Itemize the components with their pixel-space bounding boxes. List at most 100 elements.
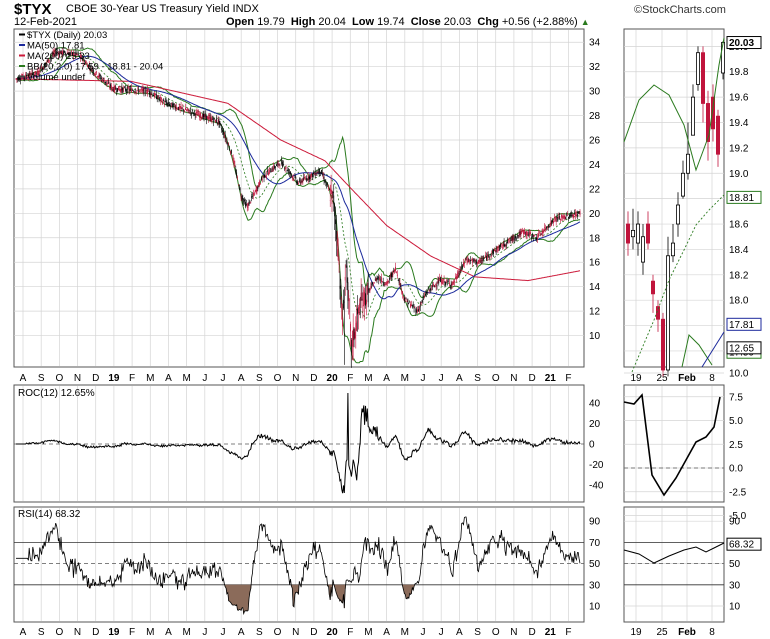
zoom-roc-tick-label: -2.5 [729,487,747,498]
candle-body [140,89,141,91]
candle-body [448,281,449,283]
candle-body [283,164,284,166]
rsi-value-marker-box [726,537,762,551]
candle-body [499,245,501,251]
candle-body [443,279,445,281]
candle-body [264,172,266,178]
candle-body [316,171,318,174]
candle-body [125,90,127,91]
candle-body [206,115,208,120]
candle-body [216,122,218,123]
candle-body [542,231,544,234]
candle-body [294,176,296,178]
candle-body [119,89,121,91]
candle-body [459,269,461,273]
candle-body [169,103,170,106]
ma200-legend-entry: MA(200) 15.33 [27,51,90,62]
candle-body [175,107,177,110]
zoom-candle-body [711,96,716,130]
candle-body [64,50,65,53]
candle-body [334,204,336,217]
candle-body [200,112,201,117]
candle-body [441,279,443,284]
candle-body [142,88,144,92]
candle-body [371,284,373,285]
candle-body [45,63,47,65]
candle-body [569,214,571,217]
candle-body [501,246,503,248]
candle-body [258,182,260,187]
candle-body [251,196,253,198]
roc-legend-label: ROC(12) 12.65% [18,388,95,399]
candle-body [383,283,385,285]
price-value-marker: 20.03 [729,38,754,49]
candle-body [530,232,531,234]
candle-body [394,269,396,273]
candle-body [158,98,160,99]
candle-body [105,81,107,84]
candle-body [269,168,271,169]
candle-body [385,282,387,285]
ohlc-summary: Open 19.79 High 20.04 Low 19.74 Close 20… [226,16,590,28]
candle-body [270,171,272,173]
candle-body [524,232,526,233]
candle-body [134,91,136,93]
candle-body [299,180,301,183]
candle-body [362,304,364,312]
candle-body [88,65,90,67]
x-tick-label-rsi: J [202,627,207,638]
candle-body [484,257,486,259]
x-tick-label-price: J [439,373,444,384]
candle-body [286,170,288,171]
candle-body [192,110,193,112]
candle-body [288,169,290,174]
candle-body [439,277,441,281]
candle-body [570,214,572,217]
zoom-roc-tick-label: 2.5 [729,440,743,451]
candle-body [295,177,297,179]
x-tick-label-rsi: S [256,627,263,638]
zoom-candle-body [681,172,686,197]
candle-body [564,215,566,219]
candle-body [17,77,19,79]
candle-body [218,119,220,124]
candle-body [86,62,88,64]
candle-body [495,249,497,253]
candle-body [114,86,116,91]
x-tick-label-rsi: N [74,627,81,638]
x-tick-label-price: J [221,373,226,384]
candle-body [490,255,492,256]
candle-body [463,262,465,264]
candle-body [57,52,58,53]
candle-body [525,231,527,235]
candle-body [381,281,383,283]
candle-body [321,172,323,175]
x-tick-label-price: S [256,373,263,384]
candle-body [498,246,500,248]
candle-body [19,76,20,80]
candle-body [250,201,252,203]
candle-body [89,69,91,71]
price-legend-entry: $TYX (Daily) 20.03 [27,30,107,41]
candle-body [35,71,36,75]
candle-body [352,329,354,347]
candle-body [475,261,477,263]
candle-body [426,291,427,294]
candle-body [182,107,184,109]
candle-body [203,113,205,118]
candle-body [351,338,353,347]
chg-label: Chg [477,16,499,28]
candle-body [483,258,485,259]
price-tick-label: 10 [589,331,601,342]
candle-body [350,339,352,353]
roc-tick-label: -20 [589,460,604,471]
candle-body [374,279,376,281]
candle-body [132,90,133,91]
candle-body [578,212,580,214]
candle-body [569,214,570,218]
candle-body [358,303,360,310]
candle-body [147,90,149,92]
candle-body [20,79,21,81]
x-tick-label-rsi: 20 [327,627,339,638]
candle-body [311,173,313,175]
